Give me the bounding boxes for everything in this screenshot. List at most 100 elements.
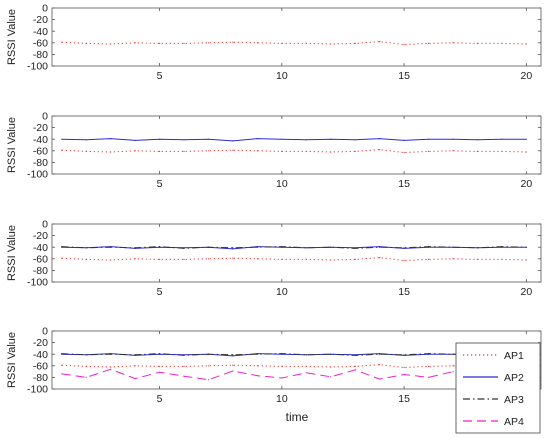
data-point-ap3 xyxy=(330,246,332,248)
data-point-ap1 xyxy=(159,150,161,152)
chart-panel-1: 0-20-40-60-80-100 5 10 15 20 RSSI Value xyxy=(6,3,542,82)
data-point-ap4 xyxy=(183,375,185,377)
data-point-ap1 xyxy=(525,43,527,45)
data-point-ap1 xyxy=(354,42,356,45)
data-point-ap1 xyxy=(452,150,454,152)
data-point-ap1 xyxy=(207,42,210,44)
data-point-ap3 xyxy=(305,247,307,249)
data-point-ap3 xyxy=(183,354,185,356)
data-point-ap3 xyxy=(110,353,112,355)
y-tick-label: -20 xyxy=(33,14,48,26)
data-point-ap4 xyxy=(61,373,63,375)
data-point-ap2 xyxy=(232,248,234,250)
y-axis-title: RSSI Value xyxy=(6,9,18,65)
data-point-ap4 xyxy=(354,369,356,371)
data-point-ap1 xyxy=(452,365,454,367)
data-point-ap1 xyxy=(403,366,405,369)
data-point-ap1 xyxy=(427,258,430,260)
data-point-ap4 xyxy=(452,371,454,373)
data-point-ap1 xyxy=(159,258,161,260)
data-point-ap1 xyxy=(183,365,185,367)
series-line-ap2 xyxy=(61,138,527,142)
data-point-ap1 xyxy=(305,150,307,152)
series-line-ap4 xyxy=(61,368,527,381)
x-tick-label: 5 xyxy=(157,393,163,405)
data-point-ap3 xyxy=(85,354,87,356)
data-point-ap3 xyxy=(110,246,112,248)
data-point-ap1 xyxy=(501,150,503,152)
y-tick-label: 0 xyxy=(42,111,48,123)
data-point-ap3 xyxy=(281,246,283,248)
data-point-ap3 xyxy=(452,353,454,355)
data-point-ap3 xyxy=(256,246,258,248)
data-point-ap2 xyxy=(183,139,185,141)
y-tick-label: -20 xyxy=(33,337,48,349)
legend-label-ap1: AP1 xyxy=(504,350,524,362)
data-point-ap1 xyxy=(61,149,63,151)
data-point-ap3 xyxy=(281,353,283,355)
data-point-ap3 xyxy=(159,246,161,248)
data-point-ap2 xyxy=(134,139,136,141)
data-point-ap1 xyxy=(232,149,234,151)
legend-label-ap3: AP3 xyxy=(504,394,524,406)
data-point-ap1 xyxy=(134,42,136,44)
data-point-ap1 xyxy=(305,42,307,45)
series-line-ap1 xyxy=(61,257,527,262)
x-tick-label: 10 xyxy=(276,70,288,82)
data-point-ap1 xyxy=(281,150,283,152)
x-tick-label: 15 xyxy=(398,393,410,405)
series-line-ap1 xyxy=(61,364,527,369)
y-tick-label: -100 xyxy=(27,61,48,73)
y-tick-label: -20 xyxy=(33,230,48,242)
data-point-ap2 xyxy=(110,138,112,140)
data-point-ap2 xyxy=(501,138,503,140)
data-point-ap1 xyxy=(379,41,381,43)
data-point-ap1 xyxy=(159,42,161,45)
y-tick-label: -100 xyxy=(27,277,48,289)
data-point-ap2 xyxy=(281,138,283,140)
y-axis-title: RSSI Value xyxy=(6,332,18,388)
y-tick-label: -20 xyxy=(33,122,48,134)
y-tick-label: -60 xyxy=(33,37,48,49)
data-point-ap1 xyxy=(159,365,161,367)
data-point-ap3 xyxy=(134,354,136,356)
data-point-ap3 xyxy=(476,247,478,249)
plot-area xyxy=(51,223,542,283)
data-point-ap1 xyxy=(403,259,405,262)
data-point-ap3 xyxy=(256,353,258,355)
data-point-ap4 xyxy=(281,377,283,379)
x-tick-label: 10 xyxy=(276,393,288,405)
data-point-ap1 xyxy=(183,150,185,152)
x-tick-label: 10 xyxy=(276,286,288,298)
data-point-ap1 xyxy=(476,42,478,45)
data-point-ap3 xyxy=(427,246,430,248)
x-tick-label: 15 xyxy=(398,286,410,298)
series-line-ap1 xyxy=(61,149,527,154)
series-line-ap3 xyxy=(61,246,527,249)
data-point-ap2 xyxy=(525,138,527,140)
data-point-ap1 xyxy=(110,366,112,368)
data-point-ap3 xyxy=(207,246,210,248)
x-tick-label: 20 xyxy=(520,178,532,190)
data-point-ap1 xyxy=(134,258,136,260)
data-point-ap1 xyxy=(256,150,258,152)
data-point-ap1 xyxy=(207,365,210,367)
data-point-ap1 xyxy=(110,259,112,261)
y-tick-label: -100 xyxy=(27,384,48,396)
data-point-ap2 xyxy=(330,138,332,140)
data-point-ap1 xyxy=(110,151,112,153)
y-tick-label: -80 xyxy=(33,372,48,384)
data-point-ap1 xyxy=(354,365,356,367)
y-tick-label: -40 xyxy=(33,349,48,361)
data-point-ap4 xyxy=(232,370,234,372)
y-tick-label: -40 xyxy=(33,242,48,254)
data-point-ap3 xyxy=(403,354,405,356)
data-point-ap1 xyxy=(403,43,405,46)
data-point-ap4 xyxy=(159,371,161,373)
chart-panel-2: 0-20-40-60-80-100 5 10 15 20 RSSI Value xyxy=(6,111,542,190)
y-tick-label: -40 xyxy=(33,26,48,38)
legend-label-ap4: AP4 xyxy=(504,416,524,428)
data-point-ap2 xyxy=(159,138,161,140)
data-point-ap2 xyxy=(379,138,381,140)
